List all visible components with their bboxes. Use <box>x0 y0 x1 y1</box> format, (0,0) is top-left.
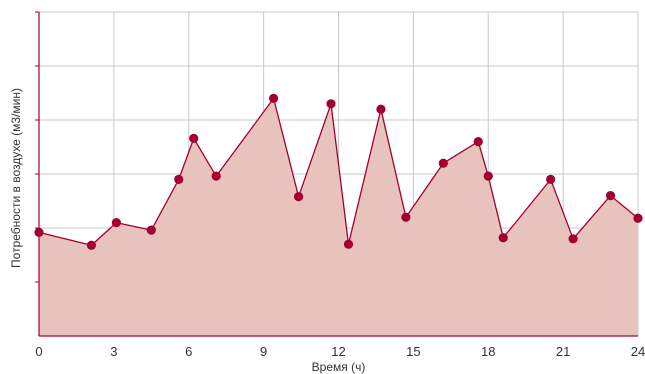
x-axis-title: Время (ч) <box>312 360 366 374</box>
data-point <box>86 240 97 250</box>
x-tick-label: 18 <box>481 344 495 359</box>
x-tick-label: 12 <box>331 344 345 359</box>
data-point <box>376 104 386 114</box>
data-point <box>568 234 578 244</box>
x-tick-label: 3 <box>110 344 117 359</box>
data-point <box>269 93 279 103</box>
axes <box>38 12 638 337</box>
data-point <box>473 137 483 147</box>
data-point <box>211 171 221 181</box>
data-point <box>174 174 184 184</box>
data-point <box>326 99 336 109</box>
data-point <box>546 174 556 184</box>
data-point <box>498 233 508 243</box>
data-point <box>605 191 616 201</box>
data-point <box>293 192 304 202</box>
x-tick-label: 0 <box>35 344 42 359</box>
x-tick-label: 9 <box>260 344 267 359</box>
data-point <box>146 225 156 235</box>
data-point <box>34 227 44 237</box>
data-points <box>34 93 643 250</box>
data-point <box>343 239 354 249</box>
x-tick-label: 21 <box>556 344 570 359</box>
x-tick-label: 24 <box>631 344 645 359</box>
data-point <box>189 133 199 143</box>
data-point <box>633 213 643 223</box>
data-point <box>111 218 121 228</box>
y-axis-title: Потребности в воздухе (м3/мин) <box>9 88 23 268</box>
data-point <box>438 158 448 168</box>
x-tick-label: 15 <box>406 344 420 359</box>
data-point <box>401 212 411 222</box>
tick-labels: 0 3 6 9 12 15 18 21 24 <box>35 344 645 359</box>
data-point <box>483 171 493 181</box>
series-area <box>39 98 638 337</box>
x-tick-label: 6 <box>185 344 192 359</box>
area-layer <box>39 98 638 337</box>
